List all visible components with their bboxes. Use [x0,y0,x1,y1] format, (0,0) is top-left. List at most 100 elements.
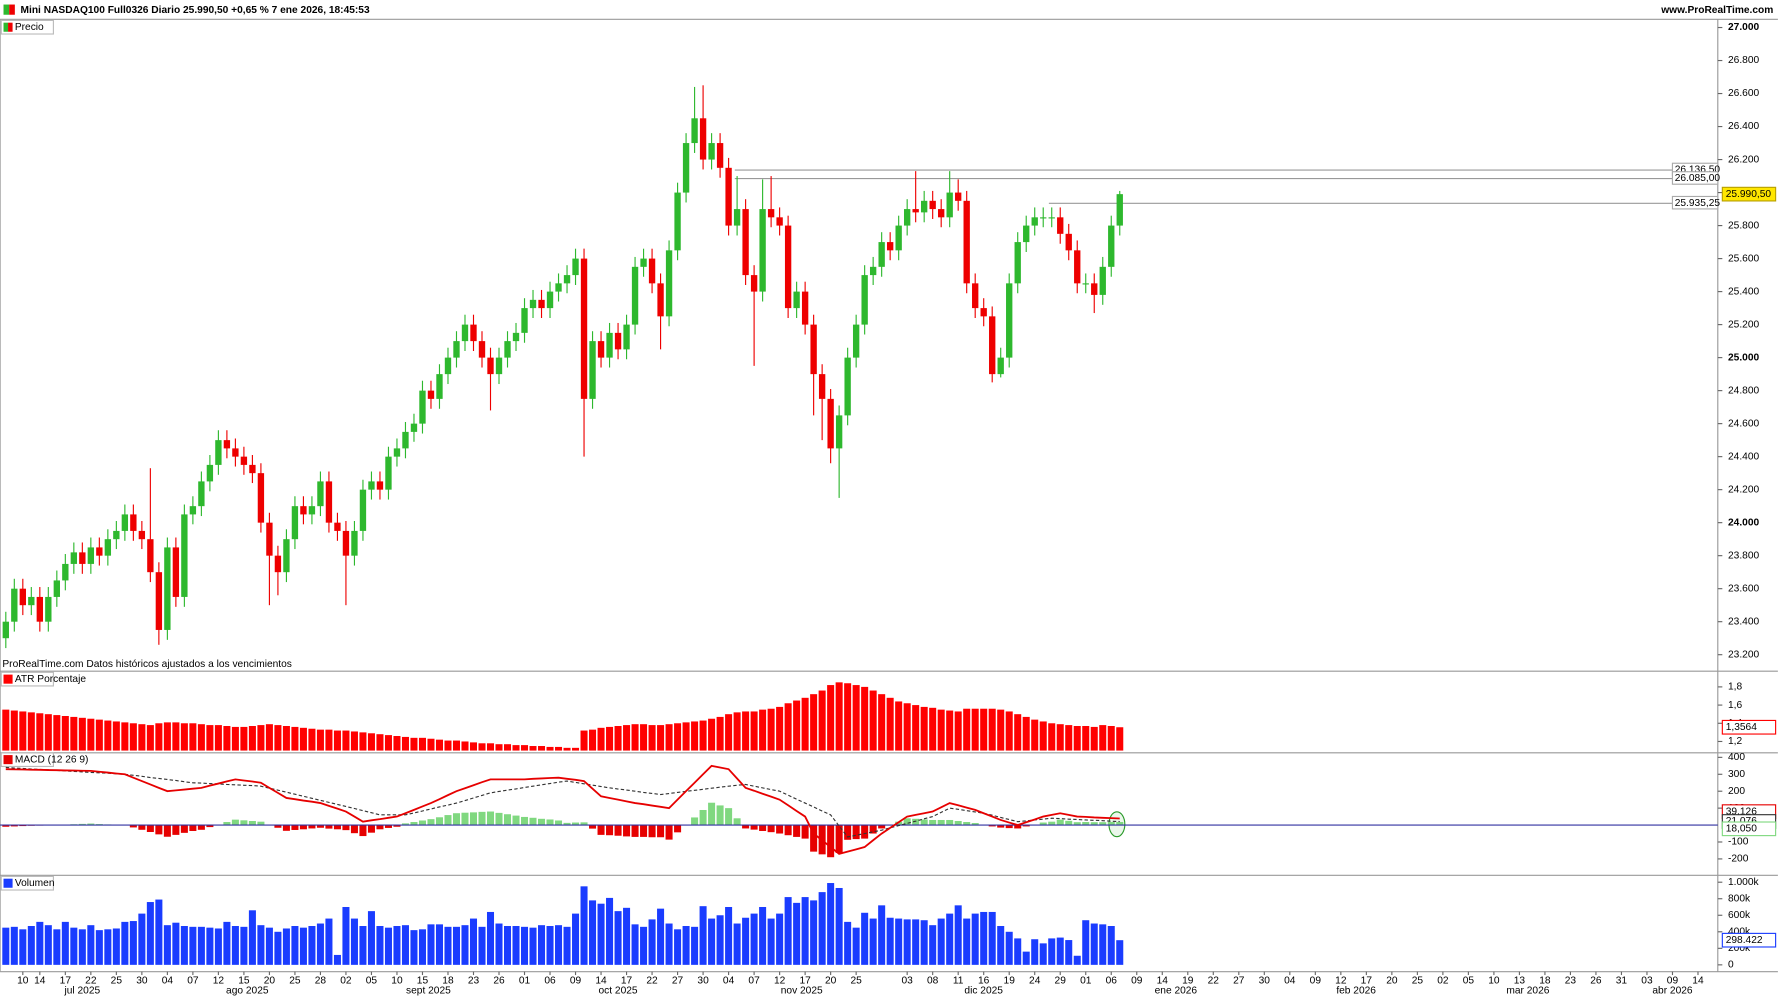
bar [716,915,724,965]
bar [784,703,792,751]
level-label: 26.085,00 [1675,173,1721,184]
candle-body [206,464,214,482]
candle-body [878,242,885,267]
bar [878,905,886,965]
bar [580,730,588,751]
bar [980,708,988,751]
histogram-bar [231,819,239,826]
bar [104,929,112,965]
candle-body [648,258,656,284]
bar [469,918,478,965]
bar [10,710,18,751]
x-tick-label: 15 [417,975,429,986]
candle-body [844,357,851,416]
histogram-bar [138,825,146,830]
candle-body [189,506,197,515]
bar [206,725,214,751]
bar [95,719,103,751]
bar [810,694,818,751]
panel-icon [3,22,9,32]
candle-body [1040,217,1047,219]
candle-body [444,357,452,375]
bar [265,927,273,965]
panel-icon [8,22,13,32]
bar [61,715,69,751]
bar [359,732,367,751]
candle-body [53,580,61,597]
y-tick-label: 25.400 [1728,286,1759,297]
histogram-bar [784,825,792,836]
histogram-bar [674,825,682,833]
bar [503,926,512,965]
level-label: 25.935,25 [1675,198,1721,209]
bar [36,713,44,751]
x-tick-label: 23 [468,975,480,986]
bar [53,929,61,965]
bar [963,918,971,965]
bar [980,911,988,965]
bar [929,707,937,751]
bar [418,929,426,965]
bar [929,925,937,965]
bar [1031,719,1039,751]
bar [818,690,826,751]
bar [410,930,418,965]
bar [776,913,784,965]
y-tick-label: 26.600 [1728,88,1759,99]
bar [954,711,962,751]
bar [852,927,860,965]
candle-body [597,341,605,358]
bar [614,726,622,751]
bar [1056,937,1064,965]
x-tick-label: 22 [85,975,97,986]
histogram-bar [878,825,886,829]
histogram-bar [971,823,979,826]
bar [10,926,18,965]
bar [469,742,478,751]
histogram-bar [691,817,699,826]
bar [435,739,443,751]
bar [112,928,120,965]
bar [1039,721,1047,751]
histogram-bar [342,825,350,831]
x-tick-label: 28 [315,975,327,986]
x-tick-label: 05 [366,975,378,986]
x-tick-label: 10 [391,975,403,986]
candle-body [1031,217,1038,226]
bar [521,926,529,965]
bar [742,917,750,965]
level-label-box [1671,171,1719,185]
candle-body [631,266,639,325]
bar [903,703,911,751]
bar [971,913,979,965]
candle-body [1057,217,1064,234]
bar [988,911,996,965]
histogram-bar [469,812,478,826]
histogram-bar [912,818,920,826]
y-tick-label: 24.200 [1728,484,1759,495]
bar [563,926,571,965]
bar [1056,724,1064,751]
x-tick-label: 11 [953,975,964,986]
histogram-bar [665,825,673,840]
histogram-bar [495,812,503,826]
histogram-bar [248,820,256,826]
x-tick-label: 19 [1004,975,1016,986]
candle-body [147,539,154,573]
bar [87,718,95,751]
bar [282,726,290,751]
bar [606,726,614,751]
candle-body [130,514,137,531]
histogram-bar [10,825,18,827]
candle-body [410,423,418,432]
bar [759,906,767,965]
histogram-bar [1065,820,1073,826]
histogram-bar [657,825,665,838]
x-tick-label: 12 [213,975,225,986]
histogram-bar [801,825,809,839]
month-label: ago 2025 [226,986,269,997]
candle-body [291,506,299,540]
candle-body [1074,250,1081,284]
bar [418,737,426,751]
